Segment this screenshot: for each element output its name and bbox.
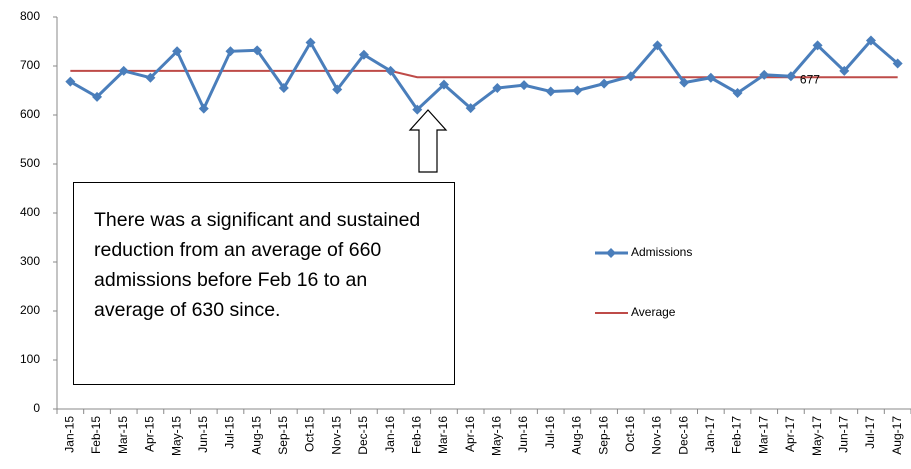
marker bbox=[65, 76, 76, 87]
x-tick-label: Nov-16 bbox=[650, 416, 664, 455]
marker bbox=[412, 104, 423, 115]
x-tick-label: Aug-15 bbox=[249, 416, 263, 455]
y-tick-label: 300 bbox=[20, 254, 40, 268]
x-tick-label: Mar-16 bbox=[436, 416, 450, 454]
legend-label: Admissions bbox=[631, 245, 692, 259]
x-tick-label: Jul-16 bbox=[543, 416, 557, 449]
x-tick-label: Jan-17 bbox=[703, 416, 717, 453]
marker bbox=[812, 40, 823, 51]
marker bbox=[438, 79, 449, 90]
marker bbox=[492, 83, 503, 94]
x-tick-label: Mar-15 bbox=[116, 416, 130, 454]
x-tick-label: Feb-15 bbox=[89, 416, 103, 454]
marker bbox=[145, 72, 156, 83]
marker bbox=[92, 91, 103, 102]
marker bbox=[358, 49, 369, 60]
x-tick-label: Sep-15 bbox=[276, 416, 290, 455]
x-tick-label: May-15 bbox=[169, 416, 183, 456]
y-tick-label: 0 bbox=[33, 401, 40, 415]
x-tick-label: Feb-16 bbox=[409, 416, 423, 454]
marker bbox=[198, 103, 209, 114]
marker bbox=[705, 72, 716, 83]
data-label: 677 bbox=[800, 72, 820, 86]
marker bbox=[652, 40, 663, 51]
x-tick-label: Aug-16 bbox=[570, 416, 584, 455]
x-tick-label: Mar-17 bbox=[756, 416, 770, 454]
legend-label: Average bbox=[631, 305, 676, 319]
y-tick-label: 600 bbox=[20, 107, 40, 121]
x-tick-label: Jul-17 bbox=[863, 416, 877, 449]
arrow bbox=[408, 109, 448, 173]
marker bbox=[679, 77, 690, 88]
marker bbox=[732, 87, 743, 98]
marker bbox=[118, 65, 129, 76]
marker bbox=[545, 86, 556, 97]
x-tick-label: Aug-17 bbox=[890, 416, 904, 455]
y-tick-label: 200 bbox=[20, 303, 40, 317]
marker bbox=[572, 85, 583, 96]
x-tick-label: Oct-16 bbox=[623, 416, 637, 452]
marker bbox=[465, 103, 476, 114]
y-tick-label: 800 bbox=[20, 9, 40, 23]
marker bbox=[252, 45, 263, 56]
marker bbox=[225, 46, 236, 57]
marker bbox=[759, 69, 770, 80]
x-tick-label: Dec-15 bbox=[356, 416, 370, 455]
x-tick-label: Apr-15 bbox=[143, 416, 157, 452]
x-tick-label: May-17 bbox=[810, 416, 824, 456]
x-tick-label: Jun-15 bbox=[196, 416, 210, 453]
x-tick-label: Jan-16 bbox=[383, 416, 397, 453]
x-tick-label: Jan-15 bbox=[63, 416, 77, 453]
marker bbox=[332, 84, 343, 95]
legend-marker bbox=[606, 248, 616, 258]
marker bbox=[785, 71, 796, 82]
x-tick-label: Apr-17 bbox=[783, 416, 797, 452]
marker bbox=[305, 37, 316, 48]
y-tick-label: 700 bbox=[20, 58, 40, 72]
x-tick-label: Jun-16 bbox=[516, 416, 530, 453]
marker bbox=[865, 35, 876, 46]
y-tick-label: 100 bbox=[20, 352, 40, 366]
marker bbox=[625, 71, 636, 82]
marker bbox=[892, 58, 903, 69]
x-tick-label: Apr-16 bbox=[463, 416, 477, 452]
marker bbox=[599, 78, 610, 89]
x-tick-label: Jun-17 bbox=[836, 416, 850, 453]
x-tick-label: Jul-15 bbox=[223, 416, 237, 449]
series-line bbox=[69, 38, 899, 113]
marker bbox=[519, 80, 530, 91]
marker bbox=[385, 65, 396, 76]
marker bbox=[839, 65, 850, 76]
marker bbox=[172, 46, 183, 57]
x-tick-label: Nov-15 bbox=[329, 416, 343, 455]
x-tick-label: Dec-16 bbox=[676, 416, 690, 455]
x-tick-label: Feb-17 bbox=[730, 416, 744, 454]
y-tick-label: 500 bbox=[20, 156, 40, 170]
x-tick-label: May-16 bbox=[490, 416, 504, 456]
x-tick-label: Oct-15 bbox=[303, 416, 317, 452]
y-tick-label: 400 bbox=[20, 205, 40, 219]
annotation: There was a significant and sustained re… bbox=[73, 182, 455, 385]
x-tick-label: Sep-16 bbox=[596, 416, 610, 455]
marker bbox=[278, 83, 289, 94]
